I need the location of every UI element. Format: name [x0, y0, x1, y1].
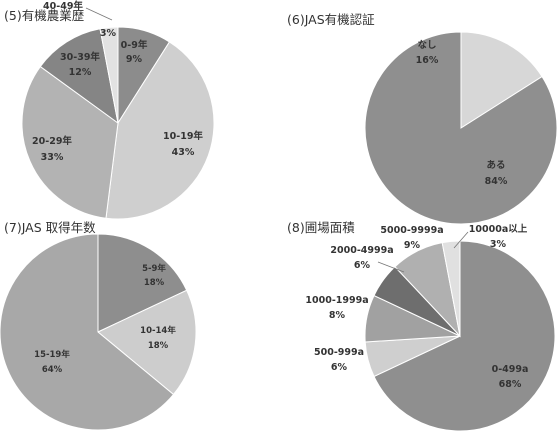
percent-label: 3% — [100, 28, 117, 39]
percent-label: 18% — [148, 341, 169, 351]
pie-slice-slice — [364, 31, 558, 225]
percent-label: 9% — [126, 54, 143, 65]
pie-slices — [21, 26, 215, 220]
pie-slice-40-49 — [99, 26, 119, 124]
percent-label: 18% — [144, 278, 165, 288]
leader-line — [377, 261, 405, 273]
percent-label: 16% — [416, 55, 439, 66]
pie-slice-slice — [460, 31, 543, 129]
category-label: 1000-1999a — [305, 295, 368, 306]
pie-slice-15-19 — [0, 233, 175, 431]
category-label: なし — [417, 40, 436, 51]
category-label: 15-19年 — [34, 349, 70, 360]
category-label: 40-49年 — [43, 0, 83, 12]
category-label: 5-9年 — [142, 263, 166, 274]
pie-chart-farming-experience: (5)有機農業歴 0-9年 9% 10-19年 43% 20-29年 33% 3… — [4, 0, 215, 220]
pie-chart-jas-certification: (6)JAS有機認証 なし 16% ある 84% — [287, 12, 558, 225]
percent-label: 9% — [404, 240, 421, 251]
slice-label-5-9: 5-9年 18% — [142, 263, 166, 288]
percent-label: 64% — [42, 365, 63, 375]
pie-slice-10-19 — [105, 41, 215, 220]
percent-label: 3% — [490, 239, 507, 250]
pie-slice-5-9 — [97, 233, 188, 333]
category-label: 10-14年 — [140, 325, 176, 336]
pie-slice-20-29 — [21, 65, 119, 219]
leader-line — [453, 231, 469, 249]
slice-label-yes: ある 84% — [485, 159, 508, 187]
slice-label-15-19: 15-19年 64% — [34, 349, 70, 375]
category-label: 500-999a — [314, 347, 364, 358]
percent-label: 12% — [69, 67, 92, 78]
chart-title: (7)JAS 取得年数 — [4, 220, 96, 235]
slice-label-0-499a: 0-499a 68% — [492, 364, 529, 390]
category-label: 2000-4999a — [330, 245, 393, 256]
chart-title: (6)JAS有機認証 — [287, 12, 375, 27]
percent-label: 43% — [172, 147, 195, 158]
percent-label: 68% — [499, 379, 522, 390]
category-label: 10-19年 — [163, 130, 203, 142]
slice-label-10000a-plus: 10000a以上 3% — [453, 223, 528, 250]
leader-line — [85, 7, 113, 21]
category-label: 10000a以上 — [469, 223, 528, 235]
pie-slices — [364, 240, 556, 432]
percent-label: 33% — [41, 152, 64, 163]
category-label: 5000-9999a — [380, 225, 443, 236]
slice-label-40-49: 40-49年 3% — [43, 0, 116, 39]
percent-label: 6% — [331, 362, 348, 373]
chart-title: (5)有機農業歴 — [4, 8, 84, 23]
category-label: ある — [486, 159, 505, 171]
pie-slice-30-39 — [39, 28, 119, 125]
chart-title: (8)圃場面積 — [287, 220, 355, 235]
slice-label-30-39: 30-39年 12% — [60, 51, 100, 78]
pie-slices — [0, 233, 197, 431]
slice-label-1000-1999a: 1000-1999a 8% — [305, 295, 368, 321]
percent-label: 6% — [354, 260, 371, 271]
slice-label-2000-4999a: 2000-4999a 6% — [330, 245, 405, 273]
slice-label-10-19: 10-19年 43% — [163, 130, 203, 158]
category-label: 0-499a — [492, 364, 529, 375]
pie-chart-field-area: (8)圃場面積 0-499a 68% 500-999a 6% 1000-1999… — [287, 220, 556, 432]
pie-slice-10-14 — [97, 289, 197, 396]
slice-label-500-999a: 500-999a 6% — [314, 347, 364, 373]
slice-label-0-9: 0-9年 9% — [121, 39, 148, 65]
slice-label-10-14: 10-14年 18% — [140, 325, 176, 351]
percent-label: 8% — [329, 310, 346, 321]
slice-label-20-29: 20-29年 33% — [32, 135, 72, 163]
category-label: 20-29年 — [32, 135, 72, 147]
slice-label-none: なし 16% — [416, 40, 439, 66]
pie-slices — [364, 31, 558, 225]
pie-chart-jas-years: (7)JAS 取得年数 5-9年 18% 10-14年 18% 15-19年 6… — [0, 220, 197, 431]
category-label: 0-9年 — [121, 39, 148, 51]
slice-label-5000-9999a: 5000-9999a 9% — [380, 225, 443, 251]
pie-slice-0-499a — [373, 240, 556, 432]
category-label: 30-39年 — [60, 51, 100, 63]
percent-label: 84% — [485, 176, 508, 187]
